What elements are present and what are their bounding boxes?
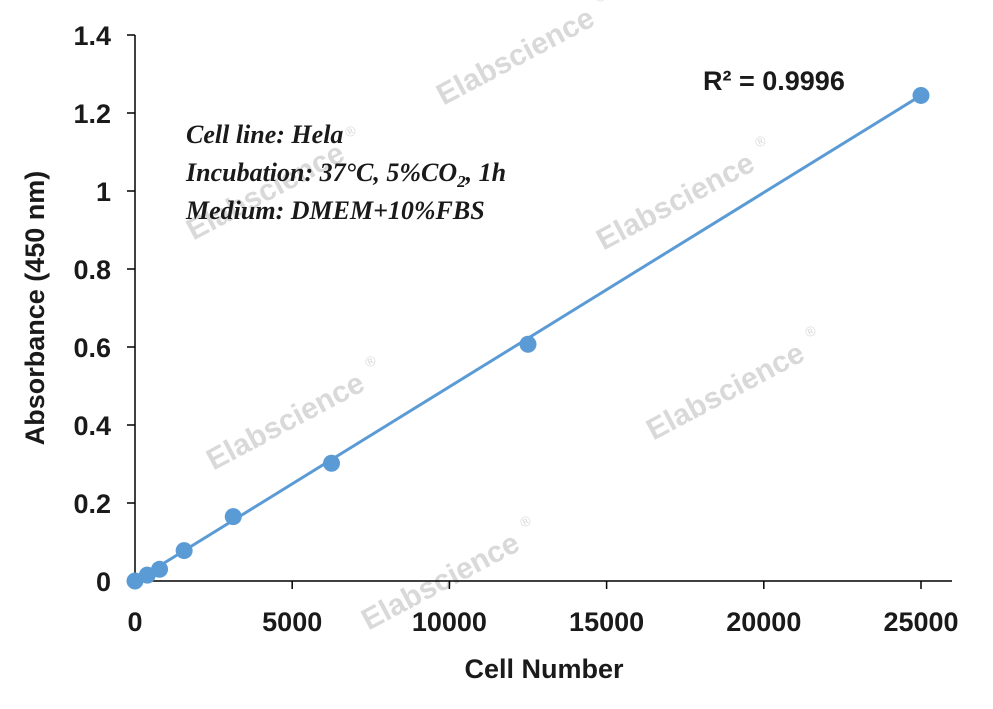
r-squared-label: R² = 0.9996 <box>703 66 845 96</box>
y-tick-label: 0.6 <box>73 333 111 363</box>
x-tick-label: 20000 <box>726 607 801 637</box>
x-tick-label: 0 <box>127 607 142 637</box>
x-axis-ticks: 0 5000 10000 15000 20000 25000 <box>127 581 959 637</box>
data-points <box>126 86 930 590</box>
annotation-incubation-main: Incubation: 37°C, 5%CO <box>185 158 457 187</box>
watermark-text: Elabscience <box>591 146 760 257</box>
data-point <box>175 542 193 560</box>
watermark-registered-mark: ® <box>342 121 359 140</box>
x-tick-label: 15000 <box>569 607 644 637</box>
watermark-text: Elabscience <box>431 1 600 112</box>
data-point <box>519 335 537 353</box>
data-point <box>323 454 340 472</box>
x-tick-label: 10000 <box>412 607 487 637</box>
annotation-incubation: Incubation: 37°C, 5%CO2, 1h <box>185 158 506 191</box>
x-tick-label: 25000 <box>883 607 958 637</box>
x-tick-label: 5000 <box>262 607 322 637</box>
annotation-incubation-subscript: 2 <box>456 172 466 191</box>
watermark-registered-mark: ® <box>802 321 819 340</box>
y-tick-label: 0 <box>96 567 111 597</box>
x-axis-label: Cell Number <box>464 654 624 684</box>
y-axis-label: Absorbance (450 nm) <box>20 171 50 446</box>
annotation-incubation-suffix: , 1h <box>465 158 506 187</box>
annotation-medium: Medium: DMEM+10%FBS <box>185 196 485 225</box>
y-axis-ticks: 0 0.2 0.4 0.6 0.8 1 1.2 1.4 <box>73 21 135 597</box>
y-tick-label: 1.2 <box>73 99 111 129</box>
watermark-registered-mark: ® <box>752 131 769 150</box>
watermark-registered-mark: ® <box>517 511 534 530</box>
watermark-text: Elabscience <box>201 366 370 477</box>
y-tick-label: 1.4 <box>73 21 111 51</box>
y-tick-label: 0.8 <box>73 255 111 285</box>
watermark-registered-mark: ® <box>362 351 379 370</box>
watermark-registered-mark: ® <box>592 0 609 6</box>
watermark-text: Elabscience <box>181 136 350 247</box>
data-point <box>224 508 242 526</box>
y-tick-label: 1 <box>96 177 111 207</box>
data-point <box>151 560 169 578</box>
y-tick-label: 0.2 <box>73 489 111 519</box>
y-tick-label: 0.4 <box>73 411 111 441</box>
annotation-cell-line: Cell line: Hela <box>186 120 343 149</box>
data-point <box>912 86 930 104</box>
watermark-text: Elabscience <box>641 336 810 447</box>
